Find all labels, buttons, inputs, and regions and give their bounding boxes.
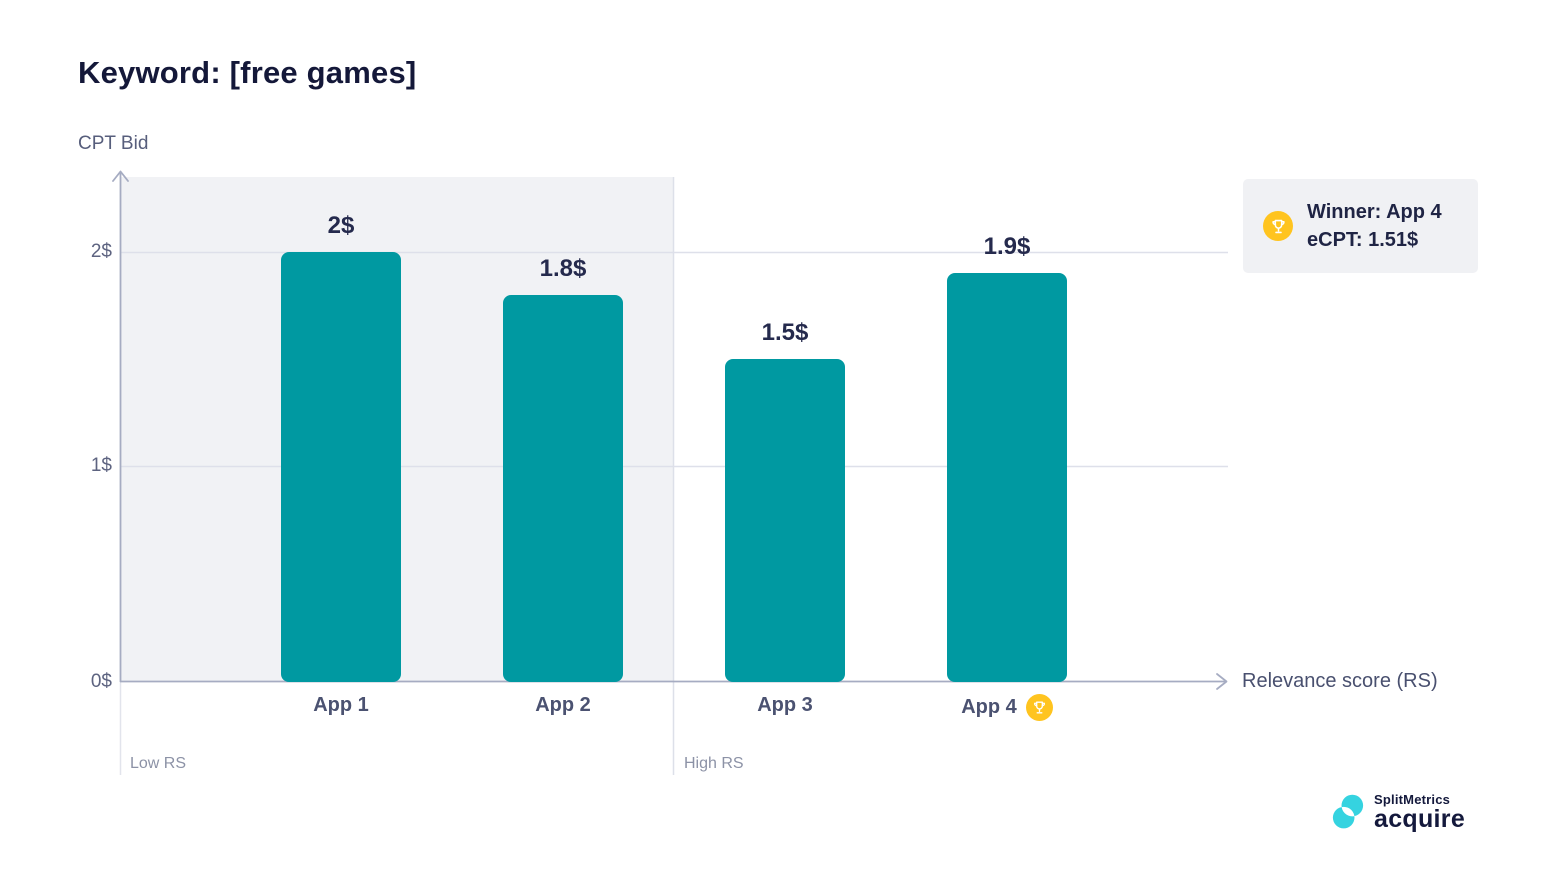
category-text: App 2: [535, 694, 591, 716]
splitmetrics-acquire-logo: SplitMetrics acquire: [1329, 792, 1466, 833]
category-label-app-4: App 4: [887, 694, 1127, 721]
y-axis-label: CPT Bid: [78, 133, 149, 154]
bar-value-label: 1.8$: [539, 255, 587, 282]
bar-group-app-1: 2$: [281, 212, 401, 682]
trophy-icon: [1033, 701, 1045, 714]
category-text: App 3: [757, 694, 813, 716]
trophy-icon: [1271, 219, 1285, 233]
logo-text: SplitMetrics acquire: [1374, 792, 1466, 833]
bar-group-app-4: 1.9$: [947, 233, 1067, 682]
winner-text: Winner: App 4 eCPT: 1.51$: [1307, 198, 1442, 254]
bars-layer: 2$ 1.8$ 1.5$ 1.9$: [120, 177, 1228, 682]
logo-brand-name: SplitMetrics: [1374, 792, 1451, 807]
category-label-app-3: App 3: [665, 694, 905, 717]
zone-label-low-rs: Low RS: [130, 755, 187, 772]
category-label-app-2: App 2: [443, 694, 683, 717]
bar-app-1: [281, 252, 401, 682]
zone-label-high-rs: High RS: [684, 755, 744, 772]
x-axis-label: Relevance score (RS): [1242, 670, 1438, 692]
y-tick-1-dollar: 1$: [90, 455, 112, 476]
bar-app-3: [725, 359, 845, 682]
bar-group-app-2: 1.8$: [503, 255, 623, 682]
category-label-app-1: App 1: [221, 694, 461, 717]
winner-line-2: eCPT: 1.51$: [1307, 229, 1419, 251]
y-tick-0-dollar: 0$: [90, 671, 112, 692]
bar-value-label: 1.5$: [761, 319, 809, 346]
bar-group-app-3: 1.5$: [725, 319, 845, 682]
winner-trophy-circle: [1263, 211, 1293, 241]
winner-callout-box: Winner: App 4 eCPT: 1.51$: [1243, 179, 1478, 273]
bar-value-label: 2$: [327, 212, 355, 239]
logo-product-name: acquire: [1374, 805, 1466, 833]
y-tick-2-dollar: 2$: [90, 241, 112, 262]
category-text: App 1: [313, 694, 369, 716]
bar-app-2: [503, 295, 623, 682]
page-title: Keyword: [free games]: [78, 55, 417, 90]
winner-line-1: Winner: App 4: [1307, 201, 1442, 223]
category-text: App 4: [961, 696, 1017, 718]
bar-app-4: [947, 273, 1067, 682]
winner-trophy-badge: [1025, 694, 1053, 721]
bar-value-label: 1.9$: [983, 233, 1031, 260]
splitmetrics-logo-mark-icon: [1332, 794, 1364, 829]
